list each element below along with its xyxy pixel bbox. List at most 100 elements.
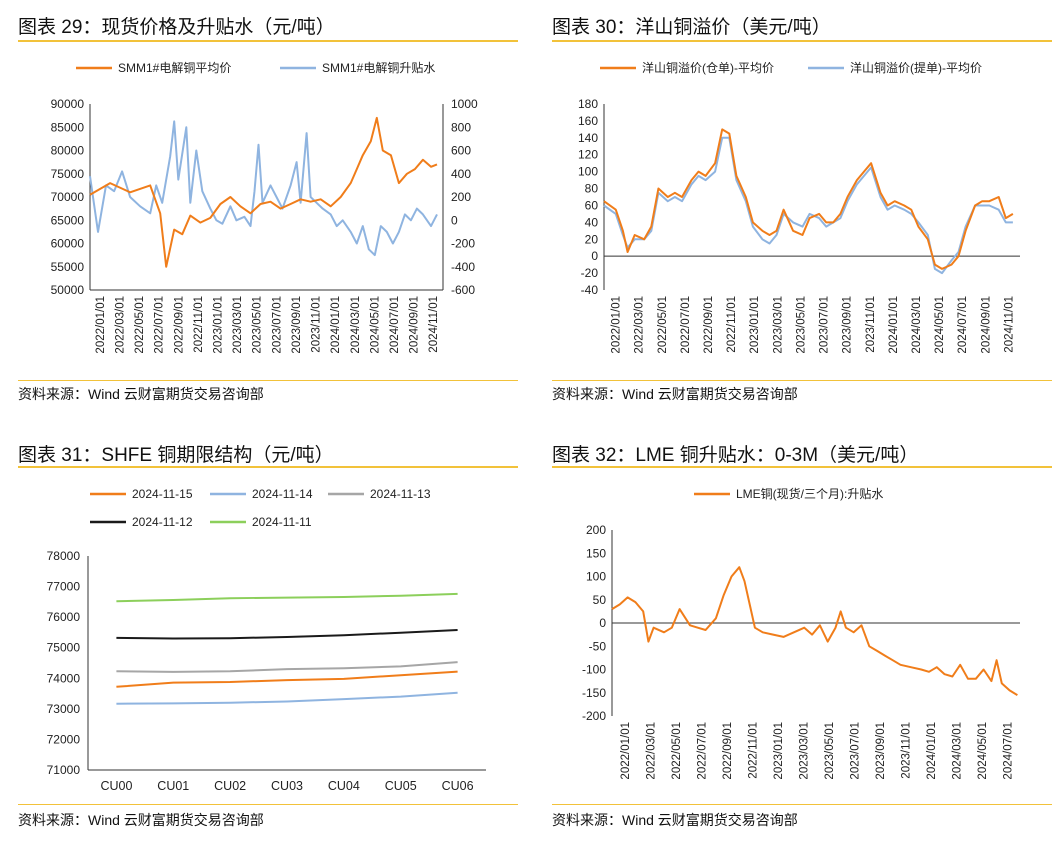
x-tick-label: 2022/07/01 <box>680 296 692 354</box>
figure-30-title: 图表 30：洋山铜溢价（美元/吨） <box>552 17 831 38</box>
x-tick-label: CU04 <box>328 779 360 793</box>
x-tick-label: 2023/07/01 <box>849 722 861 780</box>
y-tick-label: -200 <box>582 709 606 723</box>
source-rule <box>552 804 1052 805</box>
series-line-2024-11-12 <box>116 629 458 640</box>
x-tick-label: 2024/01/01 <box>926 722 938 780</box>
y-tick-label: 80 <box>585 182 599 196</box>
x-tick-label: 2023/01/01 <box>749 296 761 354</box>
x-tick-label: 2024/05/01 <box>369 296 381 354</box>
x-tick-label: 2024/05/01 <box>977 722 989 780</box>
y2-tick-label: 600 <box>451 144 471 158</box>
figure-32-title: 图表 32：LME 铜升贴水：0-3M（美元/吨） <box>552 445 919 466</box>
x-tick-label: 2024/03/01 <box>911 296 923 354</box>
chart-31: 2024-11-15 2024-11-14 2024-11-13 2024-11-12… <box>47 487 486 793</box>
x-tick-label: 2024/05/01 <box>934 296 946 354</box>
series-line-2024-11-15 <box>116 670 458 688</box>
x-tick-label: 2022/11/01 <box>726 296 738 353</box>
x-tick-label: 2023/01/01 <box>773 722 785 780</box>
x-tick-label: 2023/05/01 <box>252 296 264 354</box>
x-tick-label: 2022/11/01 <box>193 296 205 353</box>
y-tick-label: -100 <box>582 663 606 677</box>
figure-31-panel: 图表 31：SHFE 铜期限结构（元/吨） 2024-11-15 2024-11-… <box>18 432 518 844</box>
chart-30: 洋山铜溢价(仓单)-平均价 洋山铜溢价(提单)-平均价 180 160 140 120 10… <box>578 60 1020 354</box>
y2-tick-label: -600 <box>451 283 475 297</box>
series-line-price <box>89 116 438 268</box>
x-tick-label: CU03 <box>271 779 303 793</box>
x-tick-label: 2022/09/01 <box>703 296 715 354</box>
x-tick-label: 2022/01/01 <box>620 722 632 780</box>
x-tick-label: 2023/03/01 <box>798 722 810 780</box>
x-tick-label: 2022/05/01 <box>671 722 683 780</box>
x-tick-label: CU05 <box>385 779 417 793</box>
y-tick-label: 200 <box>586 523 606 537</box>
figure-29-panel: 图表 29：现货价格及升贴水（元/吨） SMM1#电解铜平均价 SMM1#电解铜升… <box>18 0 518 410</box>
title-rule <box>18 40 518 42</box>
y-tick-label: 50 <box>593 593 607 607</box>
y-tick-label: 100 <box>578 165 598 179</box>
y-tick-label: 72000 <box>47 732 81 746</box>
x-tick-label: CU01 <box>157 779 189 793</box>
y-tick-label: 20 <box>585 232 599 246</box>
y-tick-label: 55000 <box>51 260 85 274</box>
x-tick-label: 2022/03/01 <box>114 296 126 354</box>
x-tick-label: 2022/03/01 <box>634 296 646 354</box>
legend-label: 2024-11-12 <box>132 515 193 529</box>
x-tick-label: 2023/05/01 <box>795 296 807 354</box>
x-tick-label: 2022/09/01 <box>173 296 185 354</box>
legend-label: SMM1#电解铜升贴水 <box>322 60 435 75</box>
x-tick-label: 2024/11/01 <box>1003 296 1015 353</box>
x-tick-label: 2022/05/01 <box>134 296 146 354</box>
x-tick-label: 2023/11/01 <box>865 296 877 353</box>
x-tick-label: 2023/09/01 <box>875 722 887 780</box>
x-tick-label: 2023/05/01 <box>824 722 836 780</box>
title-rule <box>552 466 1052 468</box>
legend-label: 洋山铜溢价(提单)-平均价 <box>850 60 982 75</box>
x-tick-label: 2024/09/01 <box>409 296 421 354</box>
y-tick-label: 78000 <box>47 549 81 563</box>
x-tick-label: 2022/03/01 <box>645 722 657 780</box>
y-tick-label: 60 <box>585 198 599 212</box>
x-tick-label: 2024/11/01 <box>428 296 440 353</box>
x-tick-label: 2023/11/01 <box>311 296 323 353</box>
y-tick-label: 85000 <box>51 120 85 134</box>
series-line-warrant <box>603 128 1014 270</box>
x-tick-label: CU06 <box>442 779 474 793</box>
y-tick-label: 150 <box>586 546 606 560</box>
x-tick-label: 2022/01/01 <box>95 296 107 354</box>
x-tick-label: 2022/01/01 <box>611 296 623 354</box>
y-tick-label: -20 <box>581 266 599 280</box>
y-tick-label: 73000 <box>47 702 81 716</box>
x-tick-label: 2023/11/01 <box>900 722 912 779</box>
legend-label: 2024-11-14 <box>252 487 313 501</box>
x-tick-label: 2023/03/01 <box>772 296 784 354</box>
figure-31-title: 图表 31：SHFE 铜期限结构（元/吨） <box>18 445 334 466</box>
series-line-premium <box>89 120 438 257</box>
y-tick-label: 140 <box>578 131 598 145</box>
y-tick-label: 70000 <box>51 190 85 204</box>
x-tick-label: CU00 <box>100 779 132 793</box>
x-tick-label: 2022/05/01 <box>657 296 669 354</box>
legend-label: 2024-11-15 <box>132 487 193 501</box>
legend-label: 洋山铜溢价(仓单)-平均价 <box>642 60 774 75</box>
x-tick-label: 2024/01/01 <box>330 296 342 354</box>
x-tick-label: CU02 <box>214 779 246 793</box>
y-tick-label: 90000 <box>51 97 85 111</box>
x-tick-label: 2024/09/01 <box>980 296 992 354</box>
title-rule <box>552 40 1052 42</box>
y-tick-label: 60000 <box>51 237 85 251</box>
source-rule <box>18 804 518 805</box>
x-tick-label: 2023/07/01 <box>819 296 831 354</box>
y2-tick-label: -200 <box>451 237 475 251</box>
x-tick-label: 2024/07/01 <box>957 296 969 354</box>
y2-tick-label: 800 <box>451 120 471 134</box>
x-tick-label: 2022/07/01 <box>154 296 166 354</box>
y-tick-label: 160 <box>578 114 598 128</box>
x-tick-label: 2024/01/01 <box>888 296 900 354</box>
y-tick-label: 71000 <box>47 763 81 777</box>
legend-label: 2024-11-11 <box>252 515 312 529</box>
source-note: 资料来源：Wind 云财富期货交易咨询部 <box>18 386 264 402</box>
x-tick-label: 2024/07/01 <box>389 296 401 354</box>
x-tick-label: 2023/03/01 <box>232 296 244 354</box>
x-tick-label: 2022/07/01 <box>696 722 708 780</box>
